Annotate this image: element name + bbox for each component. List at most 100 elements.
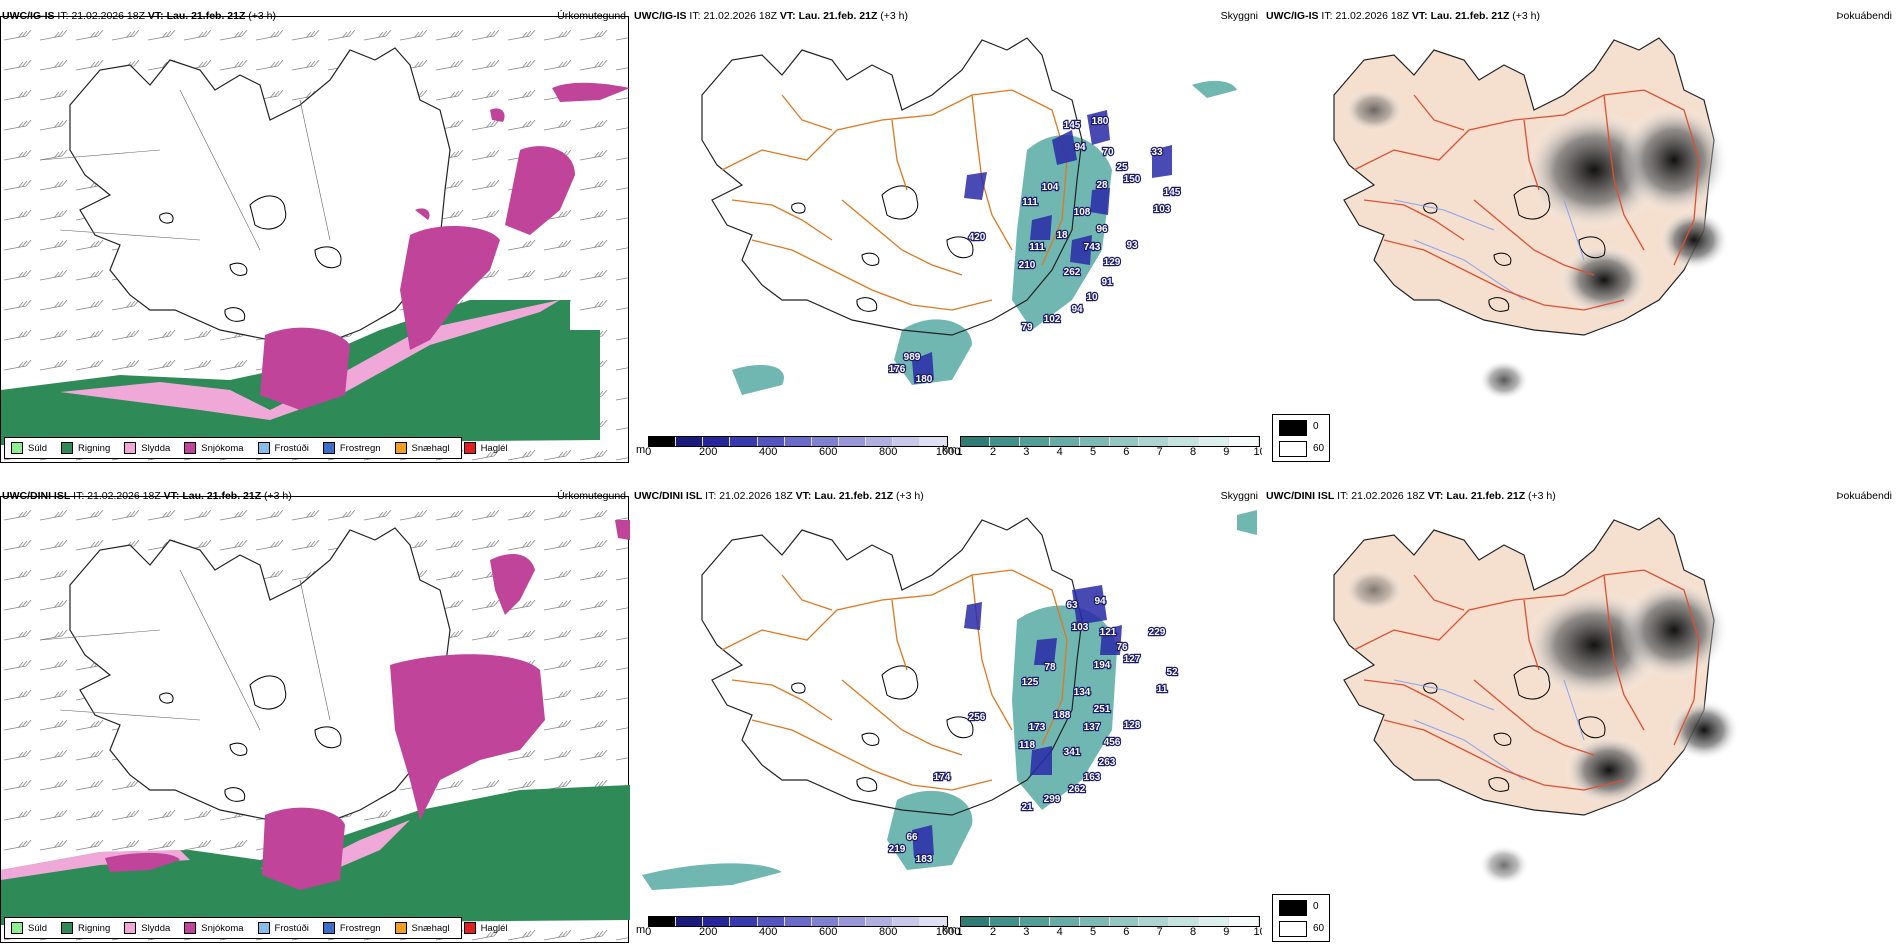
cloudbase-colorbar: m 0 200 400 600 800 1000 <box>636 916 960 938</box>
visibility-value-label: 210 <box>1019 260 1036 271</box>
precip-type-panel-igis: UWC/IG-IS IT: 21.02.2026 18Z VT: Lau. 21… <box>0 0 630 465</box>
legend-item-sleet: Slydda <box>124 922 170 934</box>
colorbar-tick-label: 7 <box>1156 446 1163 458</box>
legend-item-freezing-rain: Frostregn <box>322 922 381 934</box>
visibility-value-label: 10 <box>1086 292 1098 303</box>
colorbar-tick-label: 4 <box>1056 926 1063 938</box>
visibility-value-label: 262 <box>1064 267 1081 278</box>
visibility-panel-dini: UWC/DINI ISL IT: 21.02.2026 18Z VT: Lau.… <box>632 480 1262 945</box>
visibility-colorbar: km 12345678910 <box>942 916 1262 938</box>
visibility-value-label: 70 <box>1102 147 1114 158</box>
legend-item-freezing-rain: Frostregn <box>322 442 381 454</box>
visibility-value-label: 129 <box>1104 257 1121 268</box>
snow-area <box>260 82 630 410</box>
legend-item-drizzle: Súld <box>11 922 47 934</box>
visibility-value-label: 94 <box>1074 142 1086 153</box>
visibility-value-label: 262 <box>1069 784 1086 795</box>
visibility-value-label: 91 <box>1101 277 1113 288</box>
visibility-value-label: 118 <box>1019 740 1036 751</box>
fog-shading <box>1344 88 1729 400</box>
colorbar-tick-label: 800 <box>878 926 898 938</box>
visibility-value-label: 111 <box>1022 197 1038 208</box>
cloudbase-ticks: 0 200 400 600 800 1000 <box>645 446 960 458</box>
legend-item-hail: Haglél <box>463 922 508 934</box>
visibility-value-label: 66 <box>906 832 918 843</box>
visibility-value-label: 180 <box>1092 116 1109 127</box>
fog-legend: 0 60 <box>1272 414 1330 462</box>
colorbar-tick-label: 3 <box>1023 446 1030 458</box>
fog-panel-dini: UWC/DINI ISL IT: 21.02.2026 18Z VT: Lau.… <box>1264 480 1900 945</box>
visibility-value-label: 127 <box>1124 654 1141 665</box>
fog-legend-low-swatch <box>1279 921 1307 937</box>
visibility-value-label: 145 <box>1064 120 1081 131</box>
colorbar-tick-label: 1000 <box>935 446 961 458</box>
panel-header: UWC/IG-IS IT: 21.02.2026 18Z VT: Lau. 21… <box>634 10 909 22</box>
visibility-value-label: 96 <box>1096 224 1108 235</box>
colorbar-tick-label: 6 <box>1123 926 1130 938</box>
fog-legend-high-label: 0 <box>1313 421 1319 432</box>
cloudbase-colorbar: m 0 200 400 600 800 1000 <box>636 436 960 458</box>
fog-legend-high-label: 0 <box>1313 901 1319 912</box>
visibility-value-label: 743 <box>1084 242 1101 253</box>
visibility-value-label: 456 <box>1104 737 1121 748</box>
legend-item-freezing-drizzle: Frostúði <box>257 922 309 934</box>
panel-header: UWC/DINI ISL IT: 21.02.2026 18Z VT: Lau.… <box>634 490 924 502</box>
visibility-value-label: 420 <box>969 232 986 243</box>
visibility-value-label: 263 <box>1099 757 1116 768</box>
colorbar-tick-label: 9 <box>1223 446 1230 458</box>
precip-map-frame <box>0 496 629 943</box>
visibility-value-label: 28 <box>1096 180 1108 191</box>
legend-item-snow-pellets: Snæhagl <box>394 922 450 934</box>
fog-legend-high-swatch <box>1279 420 1307 436</box>
visibility-value-label: 150 <box>1124 174 1141 185</box>
colorbar-tick-label: 10 <box>1253 446 1262 458</box>
visibility-value-label: 108 <box>1074 207 1091 218</box>
visibility-shading <box>642 510 1257 890</box>
colorbar-tick-label: 3 <box>1023 926 1030 938</box>
colorbar-tick-label: 400 <box>758 446 778 458</box>
cloud-base-shading <box>912 110 1172 384</box>
panel-header: UWC/IG-IS IT: 21.02.2026 18Z VT: Lau. 21… <box>1266 10 1541 22</box>
snow-area <box>105 520 630 890</box>
legend-item-snow-pellets: Snæhagl <box>394 442 450 454</box>
visibility-value-label: 52 <box>1166 667 1178 678</box>
colorbar-tick-label: 1000 <box>935 926 961 938</box>
visibility-value-label: 251 <box>1094 704 1111 715</box>
colorbar-tick-label: 200 <box>698 926 718 938</box>
visibility-value-label: 94 <box>1071 304 1083 315</box>
colorbar-tick-label: 9 <box>1223 926 1230 938</box>
legend-item-snow: Snjókoma <box>184 922 244 934</box>
legend-item-sleet: Slydda <box>124 442 170 454</box>
product-title: Skyggni <box>1220 490 1258 502</box>
fog-map <box>1333 37 1729 400</box>
visibility-value-label: 163 <box>1084 772 1101 783</box>
visibility-value-label: 63 <box>1066 600 1078 611</box>
visibility-value-label: 104 <box>1042 182 1059 193</box>
colorbar-tick-label: 600 <box>818 446 838 458</box>
visibility-value-label: 94 <box>1094 596 1106 607</box>
visibility-value-label: 125 <box>1022 677 1039 688</box>
visibility-value-label: 989 <box>904 352 921 363</box>
visibility-bar: 1 2 3 4 5 6 7 8 9 10 <box>957 916 1262 938</box>
visibility-shading <box>732 80 1237 395</box>
colorbar-tick-label: 0 <box>645 926 652 938</box>
colorbar-tick-label: 8 <box>1189 446 1197 458</box>
fog-legend-low-swatch <box>1279 441 1307 457</box>
visibility-value-label: 188 <box>1054 710 1071 721</box>
panel-header: UWC/DINI ISL IT: 21.02.2026 18Z VT: Lau.… <box>1266 490 1556 502</box>
legend-item-drizzle: Súld <box>11 442 47 454</box>
colorbar-tick-label: 5 <box>1089 446 1097 458</box>
colorbar-tick-label: 5 <box>1089 926 1097 938</box>
cloudbase-bar: 0 200 400 600 800 1000 <box>645 916 960 938</box>
visibility-value-label: 137 <box>1084 722 1101 733</box>
colorbar-tick-label: 200 <box>698 446 718 458</box>
visibility-value-label: 79 <box>1021 322 1033 333</box>
fog-legend-low-label: 60 <box>1313 923 1325 934</box>
visibility-value-label: 134 <box>1074 687 1091 698</box>
visibility-value-label: 103 <box>1154 204 1171 215</box>
cloud-base-shading <box>912 585 1122 858</box>
visibility-ticks: 1 2 3 4 5 6 7 8 9 10 <box>957 446 1262 458</box>
